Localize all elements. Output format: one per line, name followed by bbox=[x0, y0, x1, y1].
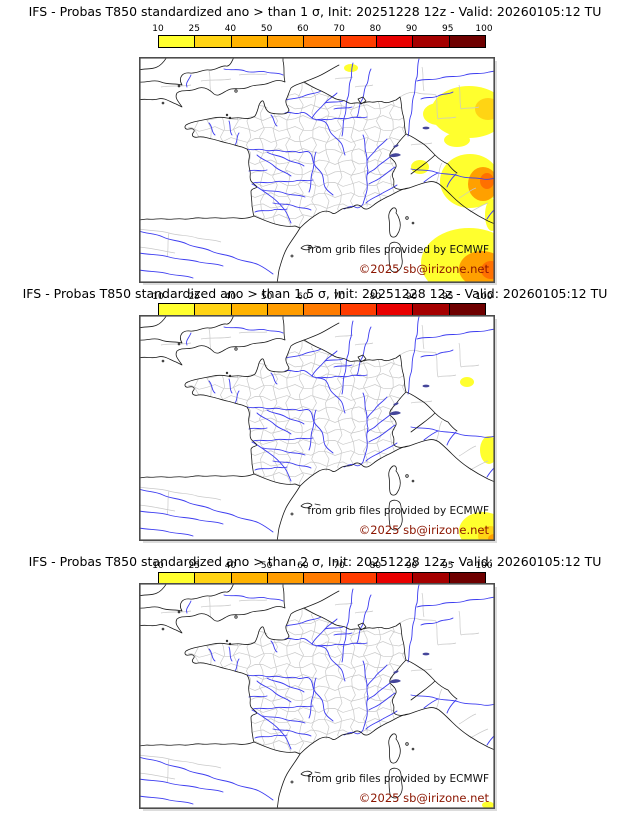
colorbar-segment bbox=[231, 36, 268, 47]
colorbar-segment bbox=[195, 36, 232, 47]
colorbar-tick-label: 50 bbox=[260, 561, 273, 571]
colorbar-segment bbox=[449, 573, 485, 584]
copyright-text: ©2025 sb@irizone.net bbox=[359, 262, 490, 276]
colorbar-segment bbox=[195, 304, 232, 315]
map-frame bbox=[139, 57, 495, 283]
colorbar-tick-label: 40 bbox=[224, 24, 237, 34]
attribution-text: from grib files provided by ECMWF bbox=[307, 773, 489, 785]
map-frame bbox=[139, 315, 495, 541]
colorbar-segment bbox=[267, 36, 305, 47]
colorbar-segment bbox=[195, 573, 232, 584]
colorbar-tick-label: 95 bbox=[442, 292, 454, 302]
colorbar-segment bbox=[159, 573, 196, 584]
probability-area bbox=[344, 64, 358, 72]
colorbar-tick-label: 10 bbox=[152, 561, 164, 571]
probability-blobs bbox=[459, 377, 495, 541]
probability-area bbox=[460, 377, 474, 387]
colorbar-tick-label: 100 bbox=[475, 561, 493, 571]
attribution-text: from grib files provided by ECMWF bbox=[307, 505, 489, 517]
probability-map: from grib files provided by ECMWF ©2025 … bbox=[139, 315, 495, 541]
colorbar-segment bbox=[159, 304, 196, 315]
colorbar-ticks: 10 25 40 50 60 70 80 90 95 100 bbox=[152, 292, 492, 302]
map-title: IFS - Probas T850 standardized ano > tha… bbox=[28, 554, 602, 569]
colorbar-segment bbox=[449, 304, 485, 315]
colorbar-segment bbox=[376, 304, 414, 315]
colorbar-segment bbox=[267, 304, 305, 315]
colorbar-tick-label: 25 bbox=[188, 292, 200, 302]
probability-area bbox=[444, 133, 470, 147]
copyright-text: ©2025 sb@irizone.net bbox=[359, 523, 490, 537]
probability-map: from grib files provided by ECMWF ©2025 … bbox=[139, 57, 495, 283]
colorbar-tick-label: 60 bbox=[297, 292, 309, 302]
colorbar-tick-label: 10 bbox=[152, 24, 164, 34]
probability-area bbox=[481, 261, 495, 279]
colorbar-segment bbox=[413, 304, 450, 315]
colorbar-segment bbox=[304, 573, 341, 584]
colorbar-tick-label: 10 bbox=[152, 292, 164, 302]
map-title: IFS - Probas T850 standardized ano > tha… bbox=[28, 4, 602, 19]
colorbar-tick-label: 90 bbox=[405, 561, 418, 571]
probability-area bbox=[482, 801, 494, 809]
probability-area bbox=[475, 98, 495, 120]
colorbar-segment bbox=[340, 304, 377, 315]
probability-area bbox=[431, 86, 495, 138]
colorbar-tick-label: 100 bbox=[475, 292, 493, 302]
colorbar-tick-label: 95 bbox=[442, 24, 454, 34]
colorbar-tick-label: 40 bbox=[224, 292, 237, 302]
colorbar-tick-label: 90 bbox=[405, 24, 418, 34]
attribution-text: from grib files provided by ECMWF bbox=[307, 244, 489, 256]
colorbar-segment bbox=[340, 36, 377, 47]
colorbar-tick-label: 70 bbox=[333, 24, 345, 34]
probability-area bbox=[488, 534, 495, 541]
colorbar-tick-label: 40 bbox=[224, 561, 237, 571]
colorbar-tick-label: 80 bbox=[369, 292, 382, 302]
colorbar-tick-label: 70 bbox=[333, 292, 345, 302]
colorbar-segment bbox=[413, 573, 450, 584]
map-frame bbox=[139, 583, 495, 809]
colorbar-tick-label: 70 bbox=[333, 561, 345, 571]
colorbar-segment bbox=[304, 36, 341, 47]
map-title: IFS - Probas T850 standardized ano > tha… bbox=[22, 286, 608, 301]
colorbar-segment bbox=[304, 304, 341, 315]
probability-area bbox=[423, 103, 453, 125]
probability-area bbox=[480, 436, 495, 464]
colorbar-tick-label: 50 bbox=[260, 292, 273, 302]
colorbar bbox=[158, 35, 486, 48]
colorbar-tick-label: 80 bbox=[369, 24, 382, 34]
probability-map: from grib files provided by ECMWF ©2025 … bbox=[139, 583, 495, 809]
probability-area bbox=[480, 173, 494, 189]
copyright-text: ©2025 sb@irizone.net bbox=[359, 791, 490, 805]
colorbar-segment bbox=[413, 36, 450, 47]
probability-blobs bbox=[482, 801, 494, 809]
colorbar-segment bbox=[231, 573, 268, 584]
colorbar-segment bbox=[449, 36, 485, 47]
colorbar-segment bbox=[340, 573, 377, 584]
colorbar-tick-label: 50 bbox=[260, 24, 273, 34]
colorbar-tick-label: 60 bbox=[297, 561, 309, 571]
colorbar-tick-label: 25 bbox=[188, 561, 200, 571]
colorbar-tick-label: 60 bbox=[297, 24, 309, 34]
colorbar-tick-label: 95 bbox=[442, 561, 454, 571]
probability-blobs bbox=[344, 64, 495, 283]
colorbar-segment bbox=[159, 36, 196, 47]
colorbar-ticks: 10 25 40 50 60 70 80 90 95 100 bbox=[152, 561, 492, 571]
colorbar-segment bbox=[231, 304, 268, 315]
colorbar-tick-label: 90 bbox=[405, 292, 418, 302]
colorbar-tick-label: 100 bbox=[475, 24, 493, 34]
colorbar-tick-label: 80 bbox=[369, 561, 382, 571]
colorbar-segment bbox=[267, 573, 305, 584]
colorbar-ticks: 10 25 40 50 60 70 80 90 95 100 bbox=[152, 24, 492, 34]
colorbar-tick-label: 25 bbox=[188, 24, 200, 34]
colorbar-segment bbox=[376, 36, 414, 47]
colorbar bbox=[158, 303, 486, 316]
colorbar-segment bbox=[376, 573, 414, 584]
